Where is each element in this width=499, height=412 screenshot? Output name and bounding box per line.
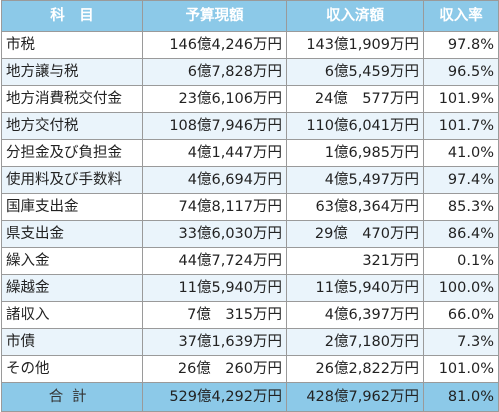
row-name: 諸収入 <box>1 301 143 329</box>
table-row: 市税 146億4,246万円 143億1,909万円 97.8% <box>1 31 499 59</box>
row-name: 繰越金 <box>1 274 143 302</box>
row-budget: 33億6,030万円 <box>142 220 287 248</box>
table-row: 県支出金 33億6,030万円 29億 470万円 86.4% <box>1 220 499 248</box>
row-received: 1億6,985万円 <box>286 139 424 167</box>
row-name: その他 <box>1 355 143 383</box>
row-received: 11億5,940万円 <box>286 274 424 302</box>
table-row: 市債 37億1,639万円 2億7,180万円 7.3% <box>1 328 499 356</box>
row-budget: 4億6,694万円 <box>142 166 287 194</box>
row-rate: 41.0% <box>423 139 499 167</box>
row-budget: 11億5,940万円 <box>142 274 287 302</box>
header-received: 収入済額 <box>286 0 424 32</box>
header-item: 科 目 <box>1 0 143 32</box>
row-received: 29億 470万円 <box>286 220 424 248</box>
row-name: 県支出金 <box>1 220 143 248</box>
row-rate: 66.0% <box>423 301 499 329</box>
row-rate: 101.7% <box>423 112 499 140</box>
table-row: 繰越金 11億5,940万円 11億5,940万円 100.0% <box>1 274 499 302</box>
row-received: 4億6,397万円 <box>286 301 424 329</box>
table-row: 繰入金 44億7,724万円 321万円 0.1% <box>1 247 499 275</box>
row-budget: 6億7,828万円 <box>142 58 287 86</box>
header-rate: 収入率 <box>423 0 499 32</box>
row-name: 市債 <box>1 328 143 356</box>
table-row: その他 26億 260万円 26億2,822万円 101.0% <box>1 355 499 383</box>
total-rate: 81.0% <box>423 382 499 412</box>
row-received: 24億 577万円 <box>286 85 424 113</box>
row-budget: 37億1,639万円 <box>142 328 287 356</box>
row-rate: 101.9% <box>423 85 499 113</box>
table-row: 地方譲与税 6億7,828万円 6億5,459万円 96.5% <box>1 58 499 86</box>
row-received: 63億8,364万円 <box>286 193 424 221</box>
total-row: 合計 529億4,292万円 428億7,962万円 81.0% <box>1 382 499 412</box>
row-name: 地方消費税交付金 <box>1 85 143 113</box>
row-budget: 4億1,447万円 <box>142 139 287 167</box>
row-budget: 7億 315万円 <box>142 301 287 329</box>
row-rate: 97.8% <box>423 31 499 59</box>
table-row: 分担金及び負担金 4億1,447万円 1億6,985万円 41.0% <box>1 139 499 167</box>
row-received: 110億6,041万円 <box>286 112 424 140</box>
table-row: 諸収入 7億 315万円 4億6,397万円 66.0% <box>1 301 499 329</box>
total-budget: 529億4,292万円 <box>142 382 287 412</box>
row-budget: 23億6,106万円 <box>142 85 287 113</box>
row-rate: 100.0% <box>423 274 499 302</box>
row-name: 繰入金 <box>1 247 143 275</box>
row-name: 市税 <box>1 31 143 59</box>
row-received: 321万円 <box>286 247 424 275</box>
total-label: 合計 <box>1 382 143 412</box>
row-rate: 0.1% <box>423 247 499 275</box>
row-budget: 74億8,117万円 <box>142 193 287 221</box>
row-received: 143億1,909万円 <box>286 31 424 59</box>
row-name: 国庫支出金 <box>1 193 143 221</box>
header-row: 科 目 予算現額 収入済額 収入率 <box>1 0 499 32</box>
row-received: 6億5,459万円 <box>286 58 424 86</box>
row-name: 地方譲与税 <box>1 58 143 86</box>
row-name: 地方交付税 <box>1 112 143 140</box>
total-received: 428億7,962万円 <box>286 382 424 412</box>
row-name: 分担金及び負担金 <box>1 139 143 167</box>
row-rate: 7.3% <box>423 328 499 356</box>
row-rate: 97.4% <box>423 166 499 194</box>
table-row: 国庫支出金 74億8,117万円 63億8,364万円 85.3% <box>1 193 499 221</box>
row-rate: 85.3% <box>423 193 499 221</box>
row-rate: 96.5% <box>423 58 499 86</box>
row-budget: 146億4,246万円 <box>142 31 287 59</box>
table-row: 使用料及び手数料 4億6,694万円 4億5,497万円 97.4% <box>1 166 499 194</box>
table-row: 地方交付税 108億7,946万円 110億6,041万円 101.7% <box>1 112 499 140</box>
row-received: 26億2,822万円 <box>286 355 424 383</box>
header-budget: 予算現額 <box>142 0 287 32</box>
row-budget: 108億7,946万円 <box>142 112 287 140</box>
row-name: 使用料及び手数料 <box>1 166 143 194</box>
table-row: 地方消費税交付金 23億6,106万円 24億 577万円 101.9% <box>1 85 499 113</box>
row-received: 4億5,497万円 <box>286 166 424 194</box>
row-received: 2億7,180万円 <box>286 328 424 356</box>
row-rate: 101.0% <box>423 355 499 383</box>
row-budget: 44億7,724万円 <box>142 247 287 275</box>
row-rate: 86.4% <box>423 220 499 248</box>
row-budget: 26億 260万円 <box>142 355 287 383</box>
